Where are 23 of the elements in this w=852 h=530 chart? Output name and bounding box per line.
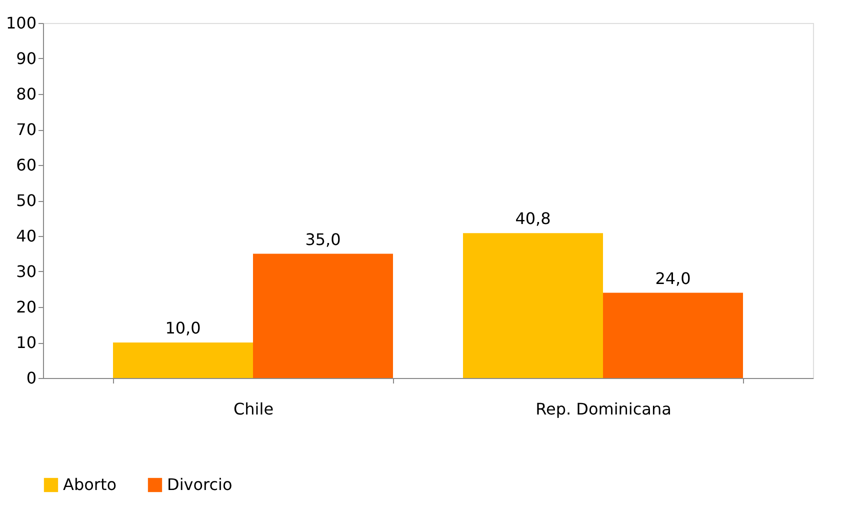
y-tick-label: 50 <box>16 191 36 210</box>
y-tick-label: 100 <box>6 14 36 32</box>
x-tick-label: Rep. Dominicana <box>536 400 672 418</box>
bar <box>603 292 743 378</box>
data-label: 35,0 <box>305 230 341 249</box>
bar <box>253 254 393 378</box>
data-label: 40,8 <box>515 209 551 228</box>
x-tick-label: Chile <box>233 400 274 418</box>
y-tick-label: 30 <box>16 262 36 281</box>
data-label: 10,0 <box>165 318 201 338</box>
bar <box>463 233 603 378</box>
y-tick-label: 10 <box>16 333 36 352</box>
legend-label: Divorcio <box>167 475 232 494</box>
y-tick-label: 60 <box>16 156 36 174</box>
y-tick-label: 90 <box>16 49 36 68</box>
data-label: 24,0 <box>655 268 691 288</box>
y-tick-label: 20 <box>16 298 36 316</box>
y-tick-label: 0 <box>26 368 36 388</box>
y-tick-label: 70 <box>16 120 36 139</box>
legend-label: Aborto <box>63 475 117 494</box>
y-tick-label: 80 <box>16 84 36 104</box>
bar <box>113 342 253 378</box>
y-tick-label: 40 <box>16 226 36 246</box>
